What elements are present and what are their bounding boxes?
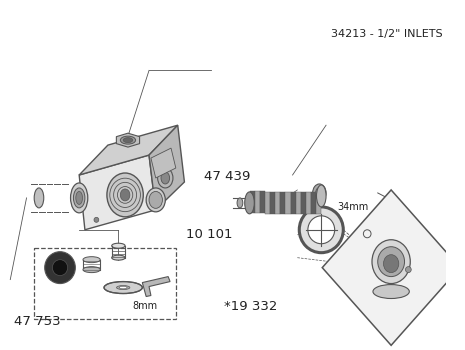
Text: 10 101: 10 101 (186, 228, 233, 241)
Polygon shape (250, 191, 255, 213)
Text: 34mm: 34mm (338, 202, 369, 212)
Ellipse shape (120, 136, 136, 144)
Ellipse shape (76, 191, 82, 204)
Polygon shape (260, 191, 265, 214)
Circle shape (53, 260, 68, 275)
Ellipse shape (120, 189, 130, 201)
Ellipse shape (149, 191, 162, 208)
Polygon shape (286, 192, 291, 214)
Text: *19 332: *19 332 (224, 300, 277, 313)
Polygon shape (142, 276, 170, 296)
Ellipse shape (317, 185, 326, 207)
Ellipse shape (237, 198, 243, 208)
Polygon shape (79, 125, 178, 175)
Polygon shape (116, 133, 140, 147)
Text: 8mm: 8mm (133, 301, 158, 312)
Circle shape (45, 252, 75, 284)
Polygon shape (270, 192, 275, 214)
Ellipse shape (107, 173, 143, 217)
Polygon shape (306, 193, 311, 214)
Ellipse shape (308, 216, 335, 244)
Ellipse shape (316, 188, 323, 198)
Ellipse shape (161, 172, 170, 184)
Polygon shape (149, 125, 185, 210)
Text: 47 753: 47 753 (14, 315, 61, 328)
Ellipse shape (34, 188, 44, 208)
Polygon shape (265, 191, 270, 214)
Ellipse shape (146, 188, 165, 212)
Text: 47 439: 47 439 (204, 170, 250, 183)
Ellipse shape (378, 247, 405, 276)
Ellipse shape (312, 184, 326, 202)
Polygon shape (79, 155, 156, 230)
Ellipse shape (112, 243, 125, 248)
Bar (34, 248, 176, 320)
Ellipse shape (372, 240, 410, 284)
Ellipse shape (112, 255, 125, 260)
Ellipse shape (104, 282, 142, 294)
Ellipse shape (120, 286, 127, 289)
Text: 34213 - 1/2" INLETS: 34213 - 1/2" INLETS (331, 29, 443, 38)
Polygon shape (151, 148, 176, 178)
Ellipse shape (384, 255, 399, 273)
Circle shape (405, 267, 411, 273)
Ellipse shape (373, 285, 409, 299)
Polygon shape (291, 192, 296, 214)
Polygon shape (316, 193, 321, 215)
Ellipse shape (245, 192, 254, 214)
Ellipse shape (299, 207, 343, 253)
Ellipse shape (71, 183, 88, 213)
Ellipse shape (123, 138, 133, 143)
Polygon shape (275, 192, 280, 214)
Ellipse shape (73, 188, 85, 208)
Polygon shape (311, 193, 316, 214)
Polygon shape (301, 192, 306, 214)
Polygon shape (296, 192, 301, 214)
Polygon shape (280, 192, 286, 214)
Ellipse shape (94, 217, 99, 222)
Ellipse shape (83, 267, 100, 273)
Ellipse shape (117, 286, 130, 289)
Ellipse shape (158, 168, 173, 188)
Polygon shape (322, 190, 460, 345)
Polygon shape (255, 191, 260, 213)
Ellipse shape (83, 257, 100, 262)
